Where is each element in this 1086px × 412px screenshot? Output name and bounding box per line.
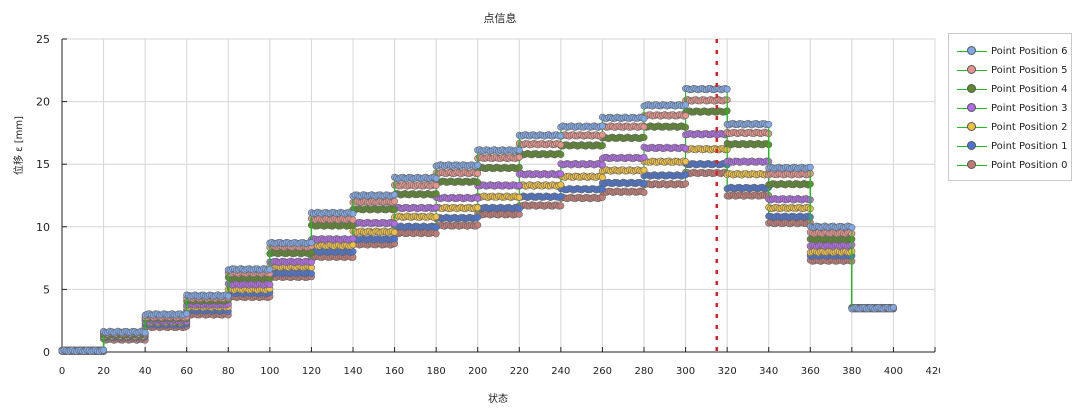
svg-text:240: 240 [551, 366, 570, 377]
svg-text:140: 140 [343, 366, 362, 377]
legend-marker-icon [957, 103, 987, 113]
x-tick-labels: 0 20 40 60 80 100 120 140 160 180 200 220 240 260 280 3… [59, 347, 940, 377]
svg-text:220: 220 [510, 366, 529, 377]
svg-text:160: 160 [385, 366, 404, 377]
svg-text:360: 360 [801, 366, 820, 377]
legend-label: Point Position 3 [991, 102, 1068, 114]
legend-marker-icon [957, 84, 987, 94]
svg-text:100: 100 [260, 366, 279, 377]
legend-item-6[interactable]: Point Position 6 [957, 43, 1067, 59]
legend-label: Point Position 0 [991, 159, 1068, 171]
legend-item-1[interactable]: Point Position 1 [957, 138, 1067, 154]
svg-text:380: 380 [842, 366, 861, 377]
svg-text:300: 300 [676, 366, 695, 377]
svg-text:320: 320 [718, 366, 737, 377]
legend-item-4[interactable]: Point Position 4 [957, 81, 1067, 97]
svg-text:20: 20 [36, 96, 50, 109]
legend-label: Point Position 5 [991, 64, 1068, 76]
series-color-dot [967, 160, 976, 169]
svg-text:340: 340 [759, 366, 778, 377]
svg-text:120: 120 [302, 366, 321, 377]
legend: Point Position 6 Point Position 5 Point … [948, 33, 1072, 181]
svg-text:0: 0 [43, 346, 50, 359]
legend-label: Point Position 4 [991, 83, 1068, 95]
svg-text:280: 280 [634, 366, 653, 377]
legend-label: Point Position 1 [991, 140, 1068, 152]
legend-marker-icon [957, 160, 987, 170]
svg-text:10: 10 [36, 221, 50, 234]
svg-text:80: 80 [222, 366, 235, 377]
svg-text:25: 25 [36, 33, 50, 46]
series-color-dot [967, 84, 976, 93]
legend-marker-icon [957, 46, 987, 56]
series-color-dot [967, 141, 976, 150]
plot-area: 0 20 40 60 80 100 120 140 160 180 200 220 240 260 280 3… [36, 33, 940, 377]
legend-item-2[interactable]: Point Position 2 [957, 119, 1067, 135]
series-color-dot [967, 46, 976, 55]
series-point-position-6 [58, 84, 897, 355]
svg-text:5: 5 [43, 283, 50, 296]
svg-text:180: 180 [427, 366, 446, 377]
chart-title: 点信息 [483, 12, 517, 25]
svg-text:200: 200 [468, 366, 487, 377]
legend-item-5[interactable]: Point Position 5 [957, 62, 1067, 78]
x-axis-label: 状态 [488, 394, 508, 405]
legend-item-0[interactable]: Point Position 0 [957, 157, 1067, 173]
legend-marker-icon [957, 141, 987, 151]
svg-text:420: 420 [925, 366, 940, 377]
series-color-dot [967, 65, 976, 74]
y-tick-labels: 0 5 10 15 20 25 [36, 33, 67, 359]
y-axis-label: 位移 ε [mm] [14, 115, 25, 175]
svg-text:60: 60 [180, 366, 193, 377]
svg-text:0: 0 [59, 366, 65, 377]
svg-text:15: 15 [36, 158, 50, 171]
legend-label: Point Position 2 [991, 121, 1068, 133]
svg-text:20: 20 [97, 366, 110, 377]
legend-item-3[interactable]: Point Position 3 [957, 100, 1067, 116]
svg-text:400: 400 [884, 366, 903, 377]
svg-text:40: 40 [139, 366, 152, 377]
legend-marker-icon [957, 122, 987, 132]
series-color-dot [967, 122, 976, 131]
svg-text:260: 260 [593, 366, 612, 377]
legend-marker-icon [957, 65, 987, 75]
series-color-dot [967, 103, 976, 112]
legend-label: Point Position 6 [991, 45, 1068, 57]
